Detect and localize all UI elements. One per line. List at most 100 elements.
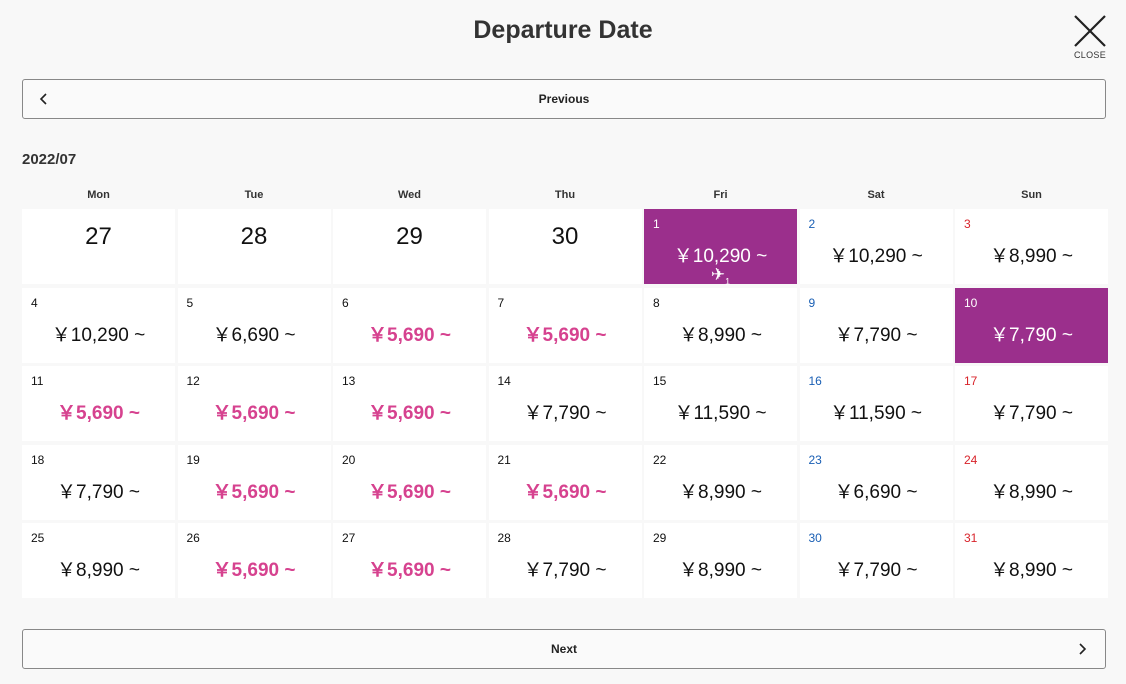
- close-label: CLOSE: [1073, 50, 1106, 60]
- weekday-label: Thu: [554, 189, 576, 201]
- close-button[interactable]: CLOSE: [1070, 14, 1110, 64]
- page-title: Departure Date: [473, 16, 653, 44]
- day-price: ￥7,790 ~: [990, 403, 1073, 424]
- day-price: ￥5,690 ~: [523, 481, 607, 503]
- day-price: ￥5,690 ~: [368, 481, 451, 503]
- day-price: ￥7,790 ~: [57, 481, 140, 503]
- day-price: ￥8,990 ~: [990, 246, 1073, 267]
- chevron-left-icon: [39, 93, 47, 105]
- calendar-day-cell[interactable]: 16 ￥11,590 ~: [799, 366, 953, 441]
- day-number: 8: [653, 295, 660, 310]
- calendar-day-cell[interactable]: 2 ￥10,290 ~: [799, 209, 953, 284]
- day-number: 22: [653, 452, 667, 467]
- day-number: 17: [964, 374, 978, 388]
- calendar-day-cell[interactable]: 8 ￥8,990 ~: [644, 287, 797, 363]
- calendar-day-cell[interactable]: 14 ￥7,790 ~: [488, 366, 642, 441]
- calendar-grid: 27 28 29 30 1 ￥10,290 ~ ✈1 2 ￥10,290 ~3 ￥8,990 ~4…: [22, 209, 1108, 598]
- calendar-day-cell[interactable]: 29 ￥8,990 ~: [644, 523, 797, 598]
- day-price: ￥7,790 ~: [523, 560, 607, 581]
- day-price: ￥5,690 ~: [523, 324, 607, 346]
- calendar-day-cell[interactable]: 28 ￥7,790 ~: [488, 523, 642, 598]
- next-month-button[interactable]: Next: [22, 629, 1106, 669]
- day-price: ￥7,790 ~: [523, 403, 607, 424]
- calendar-day-cell[interactable]: 30 ￥7,790 ~: [799, 523, 953, 598]
- day-number: 3: [964, 217, 971, 231]
- calendar-day-cell[interactable]: 4 ￥10,290 ~: [22, 287, 175, 363]
- calendar-day-cell[interactable]: 21 ￥5,690 ~: [488, 444, 642, 520]
- weekday-label: Mon: [87, 189, 110, 201]
- day-number: 2: [808, 217, 816, 231]
- day-number: 28: [240, 223, 268, 250]
- weekday-label: Tue: [244, 189, 264, 201]
- calendar-day-cell[interactable]: 10 ￥7,790 ~: [955, 287, 1108, 363]
- calendar-day-cell[interactable]: 7 ￥5,690 ~: [488, 287, 642, 363]
- day-number: 5: [186, 295, 194, 310]
- calendar-day-cell[interactable]: 5 ￥6,690 ~: [177, 287, 331, 363]
- day-number: 16: [808, 374, 822, 388]
- day-number: 26: [186, 531, 200, 545]
- calendar-day-cell[interactable]: 13 ￥5,690 ~: [333, 366, 486, 441]
- calendar-day-cell[interactable]: 23 ￥6,690 ~: [799, 444, 953, 520]
- day-number: 31: [964, 531, 978, 545]
- weekday-label: Sun: [1021, 189, 1042, 201]
- day-number: 27: [342, 531, 356, 545]
- flight-count: 1: [725, 276, 731, 287]
- day-price: ￥5,690 ~: [368, 403, 451, 424]
- day-number: 29: [653, 531, 667, 545]
- calendar-day-cell[interactable]: 31 ￥8,990 ~: [955, 523, 1108, 598]
- calendar-day-cell[interactable]: 12 ￥5,690 ~: [177, 366, 331, 441]
- weekday-label: Sat: [867, 189, 885, 201]
- day-price: ￥11,590 ~: [829, 403, 923, 424]
- month-heading: 2022/07: [22, 151, 77, 168]
- day-number: 7: [497, 295, 505, 310]
- day-number: 28: [497, 531, 511, 545]
- day-price: ￥5,690 ~: [57, 403, 140, 424]
- day-number: 4: [31, 295, 38, 310]
- calendar-day-cell[interactable]: 18 ￥7,790 ~: [22, 444, 175, 520]
- calendar-day-cell[interactable]: 20 ￥5,690 ~: [333, 444, 486, 520]
- weekday-label: Fri: [713, 189, 728, 201]
- day-price: ￥10,290 ~: [51, 324, 146, 346]
- calendar-day-cell[interactable]: 26 ￥5,690 ~: [177, 523, 331, 598]
- day-number: 30: [551, 223, 579, 250]
- day-number: 19: [186, 452, 200, 467]
- calendar-day-cell[interactable]: 27 ￥5,690 ~: [333, 523, 486, 598]
- day-number: 13: [342, 374, 356, 388]
- calendar-day-cell[interactable]: 11 ￥5,690 ~: [22, 366, 175, 441]
- day-price: ￥6,690 ~: [212, 324, 296, 346]
- weekday-label: Wed: [397, 189, 422, 201]
- day-number: 24: [964, 452, 978, 467]
- calendar-day-cell[interactable]: 6 ￥5,690 ~: [333, 287, 486, 363]
- day-number: 12: [186, 374, 200, 388]
- day-number: 10: [964, 295, 978, 310]
- day-number: 1: [653, 217, 660, 231]
- calendar-cell-previous-month: 27: [22, 209, 175, 284]
- day-price: ￥5,690 ~: [212, 560, 296, 581]
- calendar-day-cell[interactable]: 24 ￥8,990 ~: [955, 444, 1108, 520]
- calendar-day-cell[interactable]: 1 ￥10,290 ~ ✈1: [644, 209, 797, 287]
- day-price: ￥7,790 ~: [834, 560, 918, 581]
- day-number: 11: [31, 374, 44, 388]
- calendar-day-cell[interactable]: 19 ￥5,690 ~: [177, 444, 331, 520]
- calendar-day-cell[interactable]: 17 ￥7,790 ~: [955, 366, 1108, 441]
- day-price: ￥7,790 ~: [834, 324, 918, 346]
- day-number: 23: [808, 452, 822, 467]
- day-number: 30: [808, 531, 822, 545]
- chevron-right-icon: [1079, 643, 1087, 655]
- day-price: ￥7,790 ~: [990, 324, 1073, 346]
- calendar-day-cell[interactable]: 9 ￥7,790 ~: [799, 287, 953, 363]
- calendar-day-cell[interactable]: 22 ￥8,990 ~: [644, 444, 797, 520]
- calendar-cell-previous-month: 30: [488, 209, 642, 284]
- day-number: 20: [342, 452, 356, 467]
- day-price: ￥8,990 ~: [679, 560, 762, 581]
- day-price: ￥11,590 ~: [674, 403, 767, 424]
- airplane-icon: ✈1: [710, 265, 731, 287]
- calendar-day-cell[interactable]: 15 ￥11,590 ~: [644, 366, 797, 441]
- day-price: ￥10,290 ~: [829, 246, 923, 267]
- calendar-day-cell[interactable]: 3 ￥8,990 ~: [955, 209, 1108, 284]
- calendar-day-cell[interactable]: 25 ￥8,990 ~: [22, 523, 175, 598]
- day-price: ￥5,690 ~: [368, 324, 451, 346]
- previous-month-button[interactable]: Previous: [22, 79, 1106, 119]
- day-price: ￥8,990 ~: [679, 324, 762, 346]
- previous-label: Previous: [538, 92, 590, 106]
